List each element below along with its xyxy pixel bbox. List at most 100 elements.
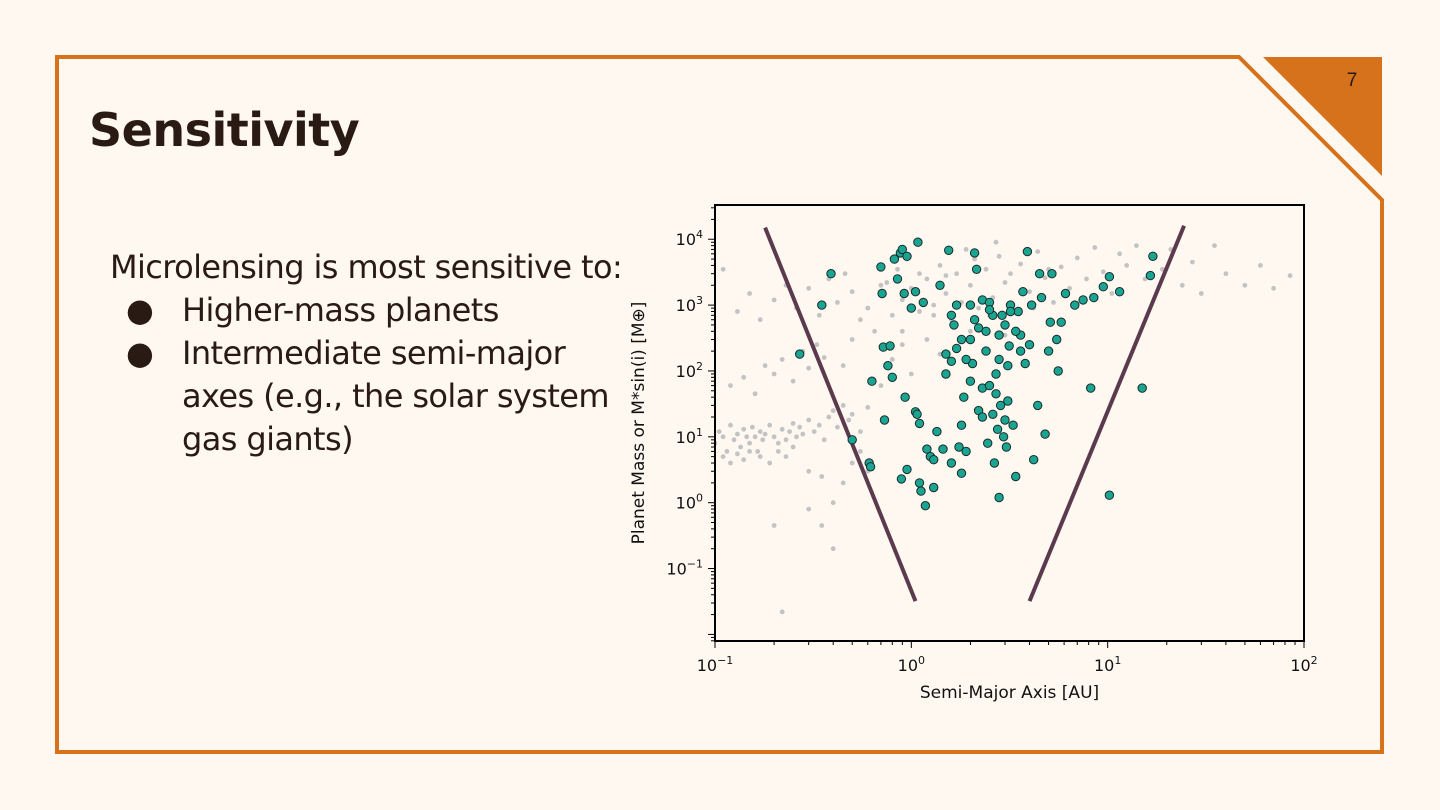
gray-point	[790, 444, 796, 450]
teal-point	[826, 269, 836, 279]
gray-point	[735, 431, 740, 437]
gray-point	[720, 266, 726, 272]
bullet-text: Intermediate semi-major axes (e.g., the …	[182, 334, 610, 458]
teal-point	[795, 349, 805, 359]
teal-point	[1001, 442, 1012, 452]
gray-point	[1100, 269, 1106, 275]
teal-point	[988, 409, 998, 420]
gray-point	[779, 357, 785, 362]
gray-point	[806, 417, 812, 423]
teal-point	[935, 280, 945, 291]
teal-point	[1086, 383, 1096, 393]
gray-point	[762, 363, 768, 369]
gray-point	[1084, 276, 1089, 282]
gray-point	[858, 449, 863, 454]
gray-point	[767, 422, 773, 428]
teal-point	[1011, 471, 1021, 482]
teal-point	[1040, 429, 1050, 439]
teal-point	[951, 300, 962, 310]
gray-point	[1242, 282, 1248, 288]
gray-point	[1051, 300, 1056, 305]
teal-point	[879, 415, 890, 425]
x-tick-label: 100	[898, 654, 925, 675]
teal-point	[1036, 292, 1047, 303]
gray-point	[821, 437, 827, 443]
bullet-list: ● Higher-mass planets ● Intermediate sem…	[110, 289, 630, 461]
teal-point	[922, 444, 932, 454]
gray-point	[811, 429, 817, 434]
teal-point	[991, 389, 1001, 399]
y-axis-label: Planet Mass or M*sin(i) [M⊕]	[629, 302, 649, 545]
teal-point	[900, 392, 910, 402]
teal-point	[1018, 287, 1028, 297]
gray-point	[1179, 282, 1185, 288]
teal-point	[1078, 295, 1088, 305]
gray-point	[889, 312, 895, 318]
teal-point	[971, 264, 982, 275]
teal-point	[867, 376, 877, 386]
gray-point	[750, 424, 755, 430]
gray-point	[1212, 243, 1217, 248]
gray-point	[835, 300, 840, 305]
teal-point	[892, 274, 903, 284]
teal-point	[1104, 272, 1115, 282]
gray-point	[771, 523, 777, 528]
teal-point	[929, 455, 939, 465]
gray-point	[783, 437, 789, 443]
teal-point	[1015, 346, 1026, 356]
teal-point	[1145, 270, 1156, 281]
gray-point	[924, 276, 930, 282]
gray-point	[741, 457, 747, 463]
gray-point	[1198, 291, 1204, 296]
left-sensitivity-boundary	[763, 226, 918, 602]
gray-point	[849, 337, 855, 342]
slide-title: Sensitivity	[89, 103, 360, 157]
teal-point	[902, 251, 912, 261]
teal-point	[817, 300, 827, 310]
y-tick-label: 104	[676, 228, 703, 249]
gray-point	[899, 328, 905, 334]
teal-point	[906, 303, 916, 313]
gray-point	[924, 337, 930, 342]
teal-point	[902, 464, 912, 475]
gray-point	[757, 429, 763, 434]
teal-point	[1033, 400, 1043, 411]
teal-point	[984, 380, 995, 391]
gray-point	[840, 480, 846, 486]
teal-point	[1024, 340, 1035, 350]
gray-point	[842, 271, 848, 277]
right-sensitivity-boundary	[1027, 225, 1186, 602]
gray-point	[755, 449, 761, 454]
gray-point	[976, 305, 981, 311]
gray-point	[899, 297, 905, 303]
gray-point	[1008, 271, 1013, 277]
teal-point	[1003, 361, 1013, 371]
gray-point	[931, 302, 937, 308]
background-points-group	[715, 239, 1293, 615]
teal-point	[965, 376, 976, 386]
teal-point	[929, 482, 939, 493]
teal-point	[847, 435, 857, 445]
teal-point	[920, 501, 931, 511]
gray-point	[1058, 264, 1064, 270]
teal-point	[1060, 288, 1071, 299]
y-tick-label: 101	[676, 426, 703, 447]
gray-point	[762, 431, 768, 437]
teal-point	[914, 418, 925, 429]
x-tick-label: 10−1	[697, 654, 734, 675]
teal-point	[1034, 269, 1045, 279]
scatter-chart: 10−1 100 101 102 10−1 100 101 102 103 104 Semi-Maj…	[620, 195, 1340, 715]
gray-point	[752, 434, 758, 440]
teal-point	[914, 478, 925, 488]
boundary-lines-group	[763, 225, 1186, 602]
gray-point	[943, 291, 949, 296]
teal-point	[1043, 346, 1054, 356]
teal-point	[1000, 415, 1010, 425]
teal-point	[1020, 358, 1030, 369]
gray-point	[943, 273, 949, 278]
gray-point	[954, 271, 959, 277]
teal-point	[995, 400, 1006, 411]
teal-point	[954, 442, 964, 452]
teal-point	[912, 409, 922, 420]
